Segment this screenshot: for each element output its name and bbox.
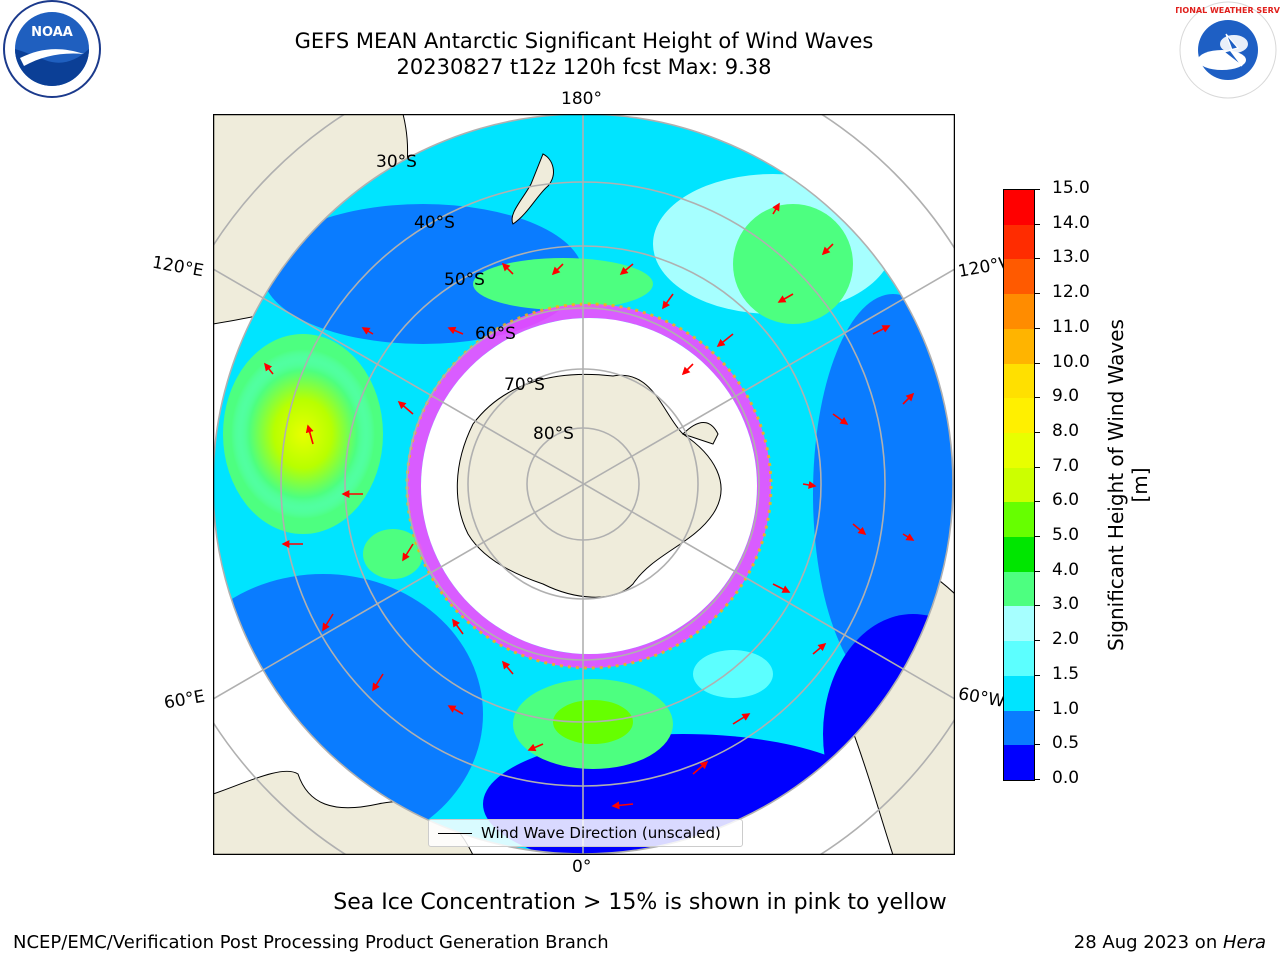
footer-date: 28 Aug 2023 on Hera <box>1074 932 1266 953</box>
footer-date-text: 28 Aug 2023 on <box>1073 932 1223 953</box>
colorbar-tick-label: 13.0 <box>1052 247 1090 268</box>
colorbar-tick-mark <box>1034 431 1040 433</box>
colorbar-tick-mark <box>1034 605 1040 607</box>
noaa-logo-text: NOAA <box>31 25 73 40</box>
colorbar-tick-label: 12.0 <box>1052 282 1090 303</box>
colorbar-tick-mark <box>1034 709 1040 711</box>
legend-label: Wind Wave Direction (unscaled) <box>481 824 721 842</box>
colorbar-band <box>1004 502 1034 538</box>
colorbar-label: Significant Height of Wind Waves [m] <box>1104 319 1152 651</box>
lon-label-60e: 60°E <box>162 686 207 714</box>
lat-label-50s: 50°S <box>444 270 485 290</box>
lat-label-30s: 30°S <box>376 152 417 172</box>
colorbar-tick-label: 9.0 <box>1052 386 1080 407</box>
lon-label-120e: 120°E <box>150 252 206 282</box>
lon-label-60w: 60°W <box>956 684 1007 712</box>
colorbar-band <box>1004 537 1034 572</box>
colorbar-tick-mark <box>1034 362 1040 364</box>
colorbar-band <box>1004 398 1034 433</box>
colorbar-band <box>1004 294 1034 329</box>
map-subtitle: 20230827 t12z 120h fcst Max: 9.38 <box>396 55 772 79</box>
colorbar-band <box>1004 432 1034 468</box>
colorbar-band <box>1004 641 1034 676</box>
colorbar-tick-mark <box>1034 501 1040 503</box>
colorbar-tick-label: 0.0 <box>1052 768 1080 788</box>
colorbar-tick-mark <box>1034 293 1040 295</box>
colorbar-tick-mark <box>1034 640 1040 642</box>
colorbar-tick-label: 0.5 <box>1052 733 1080 754</box>
colorbar-tick-label: 3.0 <box>1052 594 1080 615</box>
lat-label-70s: 70°S <box>504 375 545 395</box>
map-frame <box>213 114 955 855</box>
lon-label-180: 180° <box>561 89 602 109</box>
colorbar-tick-mark <box>1034 570 1040 572</box>
colorbar-tick-mark <box>1034 779 1040 780</box>
lat-label-40s: 40°S <box>414 213 455 233</box>
footer-credit: NCEP/EMC/Verification Post Processing Pr… <box>13 932 609 953</box>
colorbar-tick-mark <box>1034 397 1040 399</box>
lon-label-0: 0° <box>572 857 592 877</box>
land-antarctica <box>456 373 722 598</box>
colorbar-tick-mark <box>1034 327 1040 329</box>
sea-ice-edge-outer <box>405 302 773 670</box>
colorbar-tick-mark <box>1034 466 1040 468</box>
colorbar-tick-label: 1.5 <box>1052 663 1080 684</box>
map-legend: Wind Wave Direction (unscaled) <box>428 819 743 847</box>
colorbar-band <box>1004 190 1034 225</box>
colorbar-tick-label: 10.0 <box>1052 351 1090 372</box>
lat-label-60s: 60°S <box>475 324 516 344</box>
colorbar-tick-label: 4.0 <box>1052 559 1080 580</box>
nws-logo-text: NATIONAL WEATHER SERVICE <box>1176 6 1280 15</box>
colorbar-tick-mark <box>1034 536 1040 538</box>
colorbar-tick-mark <box>1034 258 1040 260</box>
lat-label-80s: 80°S <box>533 424 574 444</box>
colorbar-tick-label: 1.0 <box>1052 698 1080 719</box>
colorbar-tick-mark <box>1034 744 1040 746</box>
legend-line-swatch <box>438 832 472 834</box>
sea-ice-note: Sea Ice Concentration > 15% is shown in … <box>333 890 947 915</box>
colorbar-band <box>1004 328 1034 364</box>
colorbar-band <box>1004 259 1034 295</box>
footer-machine: Hera <box>1222 932 1266 953</box>
sea-ice-edge <box>407 304 771 668</box>
colorbar <box>1003 189 1035 781</box>
colorbar-band <box>1004 224 1034 260</box>
polar-map <box>213 114 955 855</box>
colorbar-band <box>1004 571 1034 607</box>
land-antarctic-peninsula <box>682 422 719 445</box>
land-new-zealand <box>511 153 554 225</box>
colorbar-band <box>1004 363 1034 399</box>
nws-logo: NATIONAL WEATHER SERVICE <box>1176 1 1280 99</box>
colorbar-band <box>1004 606 1034 642</box>
map-title: GEFS MEAN Antarctic Significant Height o… <box>294 29 874 53</box>
colorbar-tick-label: 5.0 <box>1052 525 1080 546</box>
colorbar-tick-label: 8.0 <box>1052 420 1080 441</box>
colorbar-band <box>1004 745 1034 780</box>
colorbar-tick-mark <box>1034 189 1040 190</box>
colorbar-tick-mark <box>1034 674 1040 676</box>
colorbar-tick-label: 14.0 <box>1052 212 1090 233</box>
colorbar-tick-label: 6.0 <box>1052 490 1080 511</box>
noaa-logo: NOAA <box>3 0 101 98</box>
colorbar-tick-label: 11.0 <box>1052 316 1090 337</box>
colorbar-band <box>1004 675 1034 711</box>
colorbar-tick-label: 7.0 <box>1052 455 1080 476</box>
colorbar-tick-mark <box>1034 223 1040 225</box>
colorbar-band <box>1004 710 1034 746</box>
wind-wave-arrows <box>264 202 915 810</box>
colorbar-band <box>1004 467 1034 503</box>
colorbar-tick-label: 15.0 <box>1052 178 1090 198</box>
colorbar-tick-label: 2.0 <box>1052 629 1080 650</box>
